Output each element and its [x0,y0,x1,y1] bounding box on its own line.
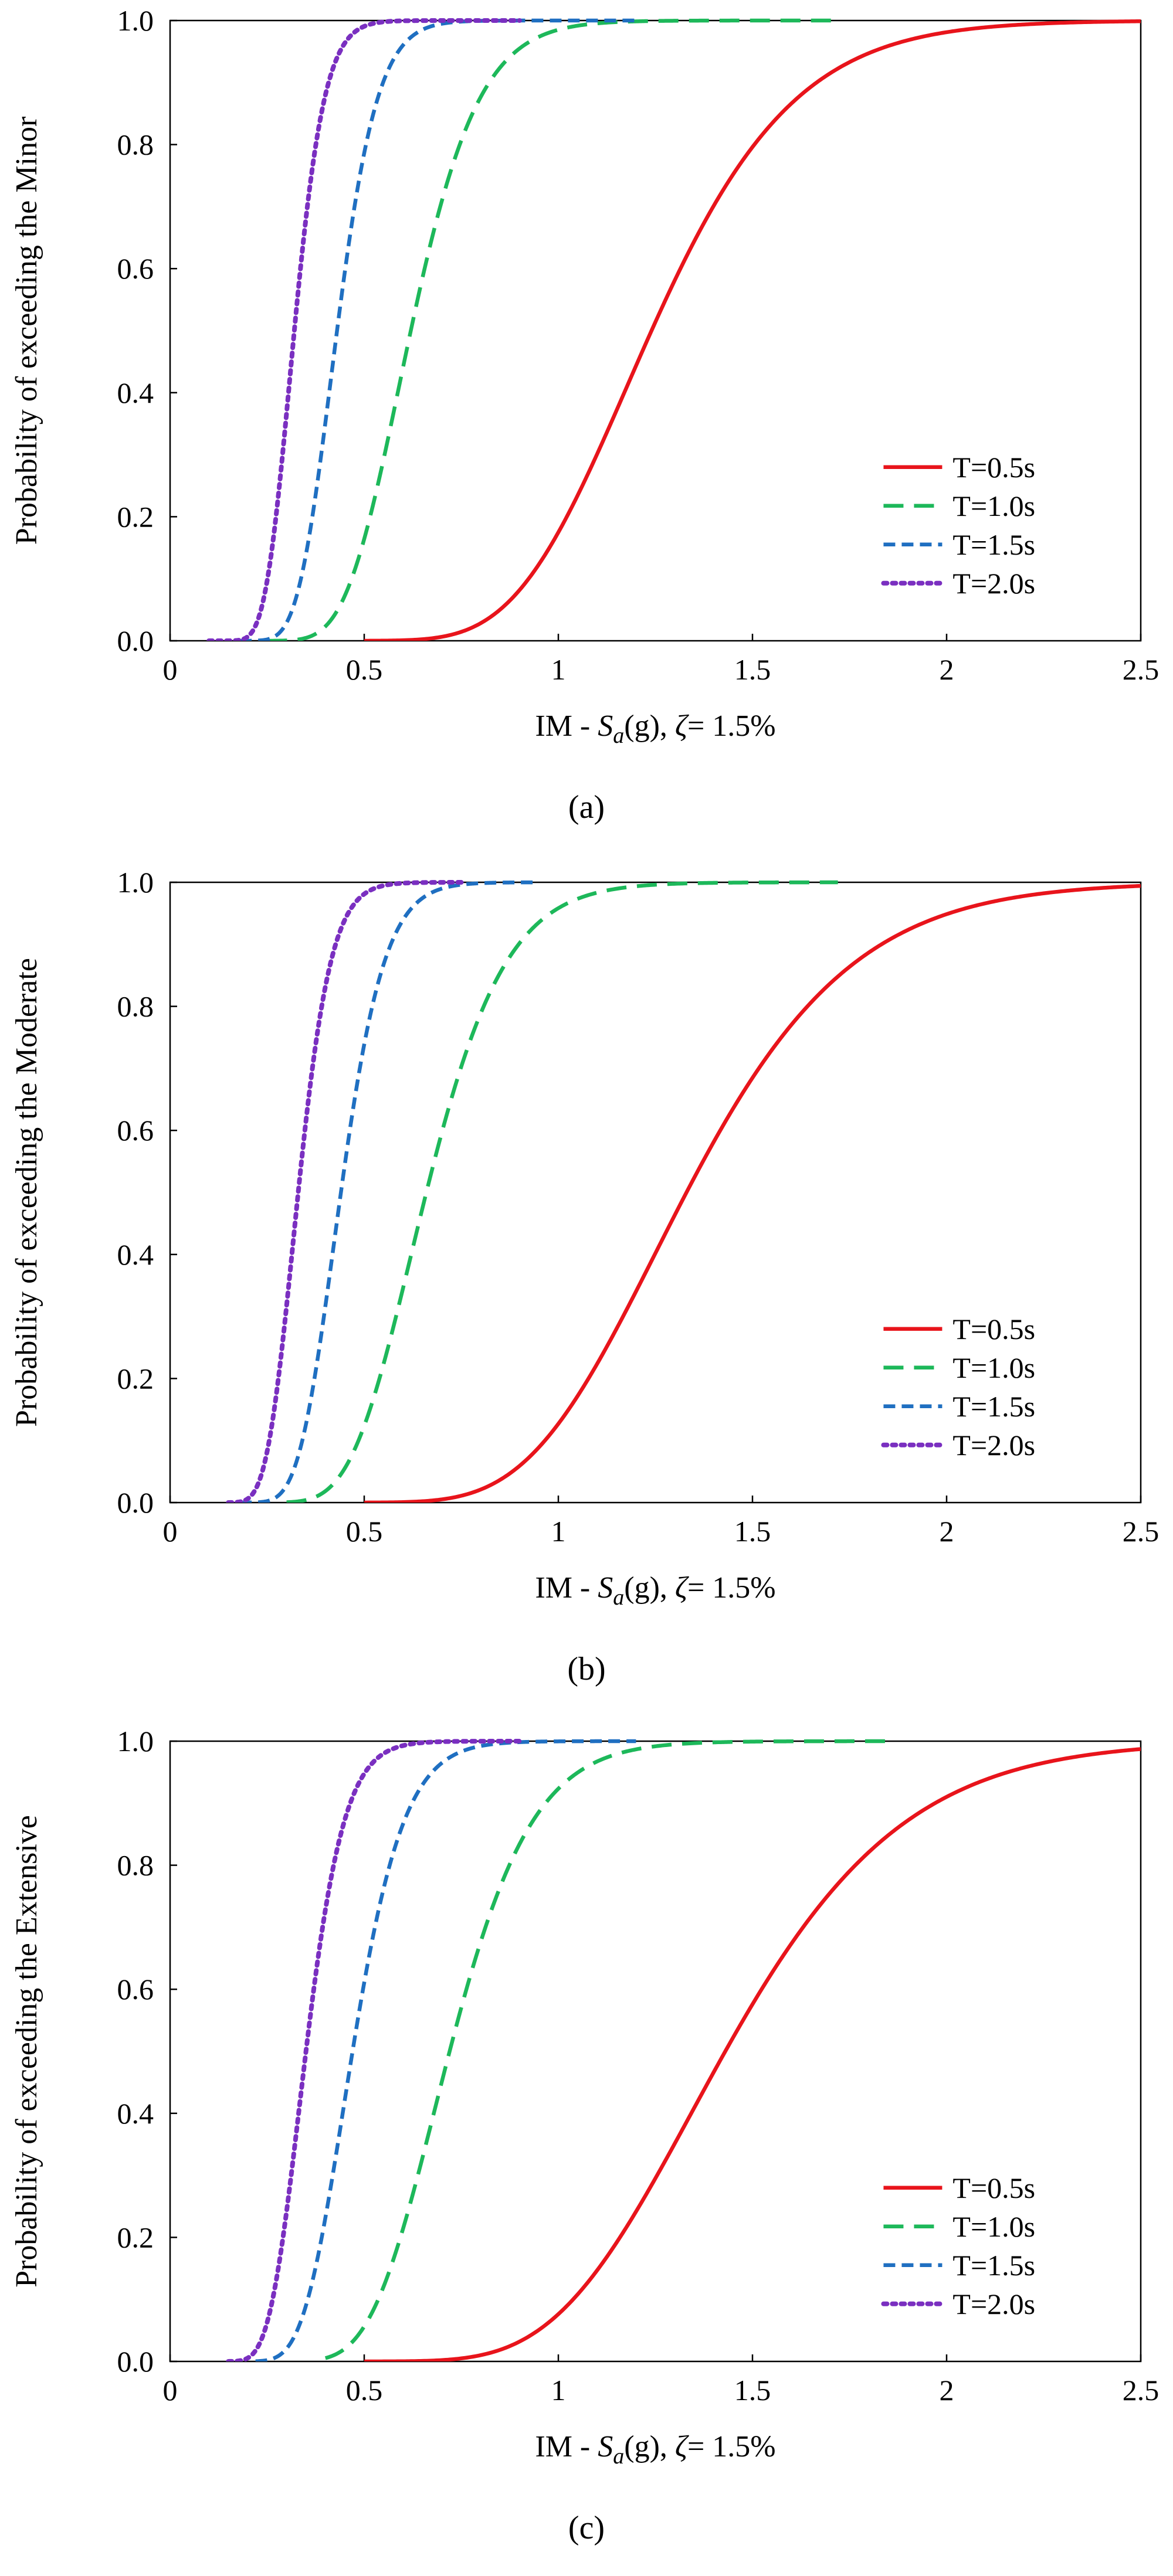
x-axis-title: IM - Sa(g), ζ= 1.5% [535,2430,775,2469]
legend-label: T=0.5s [952,1313,1035,1345]
plot-frame [169,881,1142,1504]
plot-frame [169,19,1142,642]
y-tick-label: 0.0 [117,624,154,657]
series-line-T=1.0s [286,880,838,1503]
figure-panel-b: 0 0.5 1 1.5 2 2.5 0.0 0.2 0.4 0.6 0.8 1.0 Probabilit… [0,862,1173,1706]
x-tick-label: 2 [940,2374,954,2407]
series-line-T=0.5s [364,19,1141,641]
series-line-T=2.0s [226,880,464,1503]
x-tick-label: 0.5 [346,653,383,686]
legend-label: T=2.0s [952,1429,1035,1462]
figure-panel-c: 0 0.5 1 1.5 2 2.5 0.0 0.2 0.4 0.6 0.8 1.0 Probabilit… [0,1721,1173,2565]
x-tick-label: 0.5 [346,1515,383,1548]
y-tick-label: 0.2 [117,500,154,533]
x-tick-label: 1 [551,2374,566,2407]
figure-caption: (a) [568,789,605,825]
legend-label: T=0.5s [952,2171,1035,2204]
series-line-T=1.0s [324,1739,889,2360]
legend-label: T=1.5s [952,1390,1035,1423]
y-tick-label: 0.6 [117,1114,154,1147]
y-axis-title: Probability of exceeding the Extensive [10,1815,43,2288]
series-line-T=2.0s [206,18,522,641]
x-axis-title: IM - Sa(g), ζ= 1.5% [535,709,775,748]
legend-label: T=1.5s [952,2249,1035,2282]
x-tick-label: 1.5 [734,653,771,686]
y-tick-label: 0.0 [117,1486,154,1519]
plot-frame [169,1740,1142,2363]
y-tick-label: 0.6 [117,252,154,285]
y-tick-label: 1.0 [117,1725,154,1758]
x-tick-label: 2.5 [1123,653,1160,686]
x-tick-label: 2.5 [1123,1515,1160,1548]
series-line-T=1.0s [267,18,838,641]
legend-label: T=1.5s [952,528,1035,561]
chart-svg-c: 0 0.5 1 1.5 2 2.5 0.0 0.2 0.4 0.6 0.8 1.0 Probabilit… [10,1725,1160,2546]
y-tick-label: 0.8 [117,128,154,161]
x-tick-label: 2.5 [1123,2374,1160,2407]
series-line-T=2.0s [226,1739,522,2361]
legend-label: T=1.0s [952,1351,1035,1384]
x-tick-label: 1.5 [734,2374,771,2407]
legend-label: T=1.0s [952,2210,1035,2243]
legend-label: T=0.5s [952,451,1035,484]
series-line-T=1.5s [240,18,636,641]
y-tick-label: 0.0 [117,2345,154,2378]
y-tick-label: 0.8 [117,1849,154,1882]
y-tick-label: 0.8 [117,990,154,1023]
x-tick-label: 1 [551,653,566,686]
x-tick-label: 2 [940,1515,954,1548]
y-tick-label: 0.4 [117,1238,154,1271]
legend-label: T=2.0s [952,2288,1035,2320]
series-line-T=1.5s [255,1739,636,2361]
y-tick-label: 0.6 [117,1973,154,2006]
x-tick-label: 1 [551,1515,566,1548]
y-tick-label: 1.0 [117,4,154,37]
y-tick-label: 0.2 [117,2221,154,2254]
legend-label: T=2.0s [952,567,1035,600]
y-tick-label: 0.2 [117,1362,154,1395]
x-tick-label: 0.5 [346,2374,383,2407]
chart-svg-b: 0 0.5 1 1.5 2 2.5 0.0 0.2 0.4 0.6 0.8 1.0 Probabilit… [10,866,1160,1687]
x-tick-label: 2 [940,653,954,686]
x-tick-label: 1.5 [734,1515,771,1548]
x-tick-label: 0 [163,1515,178,1548]
y-tick-label: 0.4 [117,376,154,409]
chart-svg-a: 0 0.5 1 1.5 2 2.5 0.0 0.2 0.4 0.6 0.8 1.0 Probabilit… [10,4,1160,825]
figure-caption: (b) [567,1651,605,1687]
x-tick-label: 0 [163,653,178,686]
legend-label: T=1.0s [952,490,1035,522]
y-tick-label: 1.0 [117,866,154,899]
figure-panel-a: 0 0.5 1 1.5 2 2.5 0.0 0.2 0.4 0.6 0.8 1.0 Probabilit… [0,0,1173,844]
figure-caption: (c) [568,2510,605,2546]
y-tick-label: 0.4 [117,2097,154,2130]
x-axis-title: IM - Sa(g), ζ= 1.5% [535,1571,775,1610]
series-line-T=0.5s [364,883,1141,1503]
x-tick-label: 0 [163,2374,178,2407]
series-line-T=0.5s [364,1747,1141,2361]
y-axis-title: Probability of exceeding the Moderate [10,958,43,1427]
y-axis-title: Probability of exceeding the Minor [10,117,43,545]
series-line-T=1.5s [240,880,539,1503]
